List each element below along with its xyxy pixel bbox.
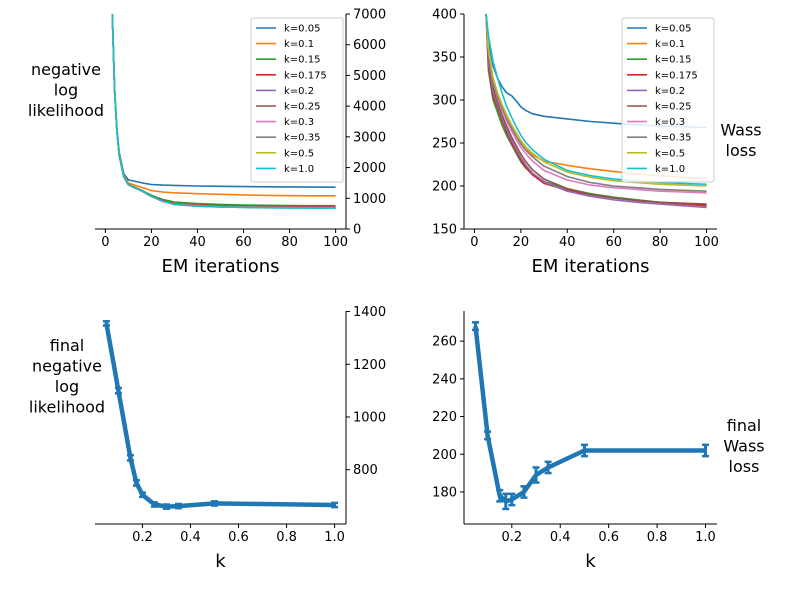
- x-tick-label: 1.0: [324, 530, 345, 545]
- x-tick-label: 60: [605, 235, 622, 250]
- x-axis-label: k: [215, 551, 226, 572]
- y-tick-label: 800: [353, 463, 378, 478]
- legend-label: k=1.0: [655, 164, 685, 175]
- x-axis-label: EM iterations: [161, 256, 279, 277]
- legend-label: k=0.1: [655, 39, 685, 50]
- series-line: [104, 323, 335, 509]
- chart-3: 0.2 0.4 0.6 0.8 1.0 800 1000 1200 1400 k final nega…: [29, 305, 386, 572]
- legend-label: k=0.175: [284, 70, 327, 81]
- y-tick-label: 3000: [353, 130, 386, 145]
- plot-area: [485, 13, 707, 209]
- y-tick-label: 0: [353, 223, 361, 238]
- legend-label: k=0.5: [284, 148, 314, 159]
- y-tick-label: 1400: [353, 305, 386, 320]
- x-tick-label: 0.2: [132, 530, 153, 545]
- x-axis-label: EM iterations: [531, 256, 649, 277]
- y-tick-label: 200: [432, 180, 457, 195]
- x-tick-label: 80: [281, 235, 298, 250]
- x-tick-label: 0.8: [276, 530, 297, 545]
- x-tick-label: 0.2: [501, 530, 522, 545]
- x-tick-label: 0.4: [550, 530, 571, 545]
- series-line-k=1.0: [111, 13, 336, 209]
- x-tick-label: 0.8: [647, 530, 668, 545]
- x-tick-label: 100: [323, 235, 348, 250]
- y-tick-label: 180: [432, 485, 457, 500]
- y-axis-label: final negative log likelihood: [29, 336, 105, 417]
- x-tick-label: 0: [470, 235, 478, 250]
- x-tick-label: 80: [652, 235, 669, 250]
- series-line-k=0.5: [485, 13, 707, 187]
- chart-1: 0 20 40 60 80 1000100020003000400050006000700…: [28, 8, 386, 278]
- y-tick-label: 2000: [353, 161, 386, 176]
- x-tick-label: 1.0: [695, 530, 716, 545]
- y-tick-label: 150: [432, 223, 457, 238]
- legend: k=0.05 k=0.1 k=0.15 k=0.175 k=0.2 k=0.25 k=0.3…: [621, 17, 715, 183]
- legend-label: k=0.35: [284, 133, 320, 144]
- y-tick-label: 260: [432, 335, 457, 350]
- legend-label: k=0.3: [655, 117, 685, 128]
- y-tick-label: 1000: [353, 410, 386, 425]
- legend-label: k=0.15: [655, 55, 691, 66]
- y-tick-label: 7000: [353, 8, 386, 23]
- x-tick-label: 20: [143, 235, 160, 250]
- legend-label: k=0.05: [655, 24, 691, 35]
- x-tick-label: 0: [101, 235, 109, 250]
- y-tick-label: 300: [432, 94, 457, 109]
- legend-label: k=0.5: [655, 148, 685, 159]
- x-tick-label: 0.4: [180, 530, 201, 545]
- plot-area: [102, 320, 339, 510]
- y-tick-label: 6000: [353, 38, 386, 53]
- plot-area: [472, 321, 709, 511]
- legend-label: k=0.35: [655, 133, 691, 144]
- legend-label: k=0.3: [284, 117, 314, 128]
- legend-label: k=0.2: [284, 86, 314, 97]
- x-tick-label: 60: [235, 235, 252, 250]
- x-axis-label: k: [585, 551, 596, 572]
- y-tick-label: 1000: [353, 192, 386, 207]
- x-tick-label: 20: [513, 235, 530, 250]
- chart-4: 0.2 0.4 0.6 0.8 1.0 180 200 220 240 260 k final Wass…: [432, 311, 765, 572]
- legend-label: k=0.05: [284, 24, 320, 35]
- legend-label: k=1.0: [284, 164, 314, 175]
- series-line-k=0.2: [485, 13, 707, 209]
- x-tick-label: 40: [189, 235, 206, 250]
- y-tick-label: 1200: [353, 358, 386, 373]
- series-line-k=0.25: [485, 13, 707, 205]
- legend-label: k=0.175: [655, 70, 698, 81]
- y-tick-label: 400: [432, 8, 457, 23]
- x-tick-label: 100: [694, 235, 719, 250]
- x-tick-label: 0.6: [228, 530, 249, 545]
- y-axis-label: negative log likelihood: [28, 60, 104, 120]
- legend-label: k=0.25: [655, 102, 691, 113]
- x-tick-label: 0.6: [598, 530, 619, 545]
- legend: k=0.05 k=0.1 k=0.15 k=0.175 k=0.2 k=0.25 k=0.3…: [250, 17, 344, 183]
- y-tick-label: 5000: [353, 69, 386, 84]
- y-tick-label: 240: [432, 372, 457, 387]
- x-tick-label: 40: [559, 235, 576, 250]
- y-tick-label: 250: [432, 137, 457, 152]
- legend-label: k=0.25: [284, 102, 320, 113]
- legend-label: k=0.2: [655, 86, 685, 97]
- plot-area: [111, 13, 336, 209]
- y-axis-label: Wass loss: [720, 120, 761, 160]
- y-tick-label: 200: [432, 448, 457, 463]
- series-line-k=0.35: [485, 13, 707, 192]
- y-axis-label: final Wass loss: [723, 416, 764, 476]
- legend-label: k=0.15: [284, 55, 320, 66]
- chart-2: 0 20 40 60 80 100 150 200 250 300 350 400 EM iterati…: [432, 8, 761, 278]
- legend-label: k=0.1: [284, 39, 314, 50]
- y-tick-label: 220: [432, 410, 457, 425]
- y-tick-label: 4000: [353, 100, 386, 115]
- y-tick-label: 350: [432, 51, 457, 66]
- series-line: [473, 325, 706, 504]
